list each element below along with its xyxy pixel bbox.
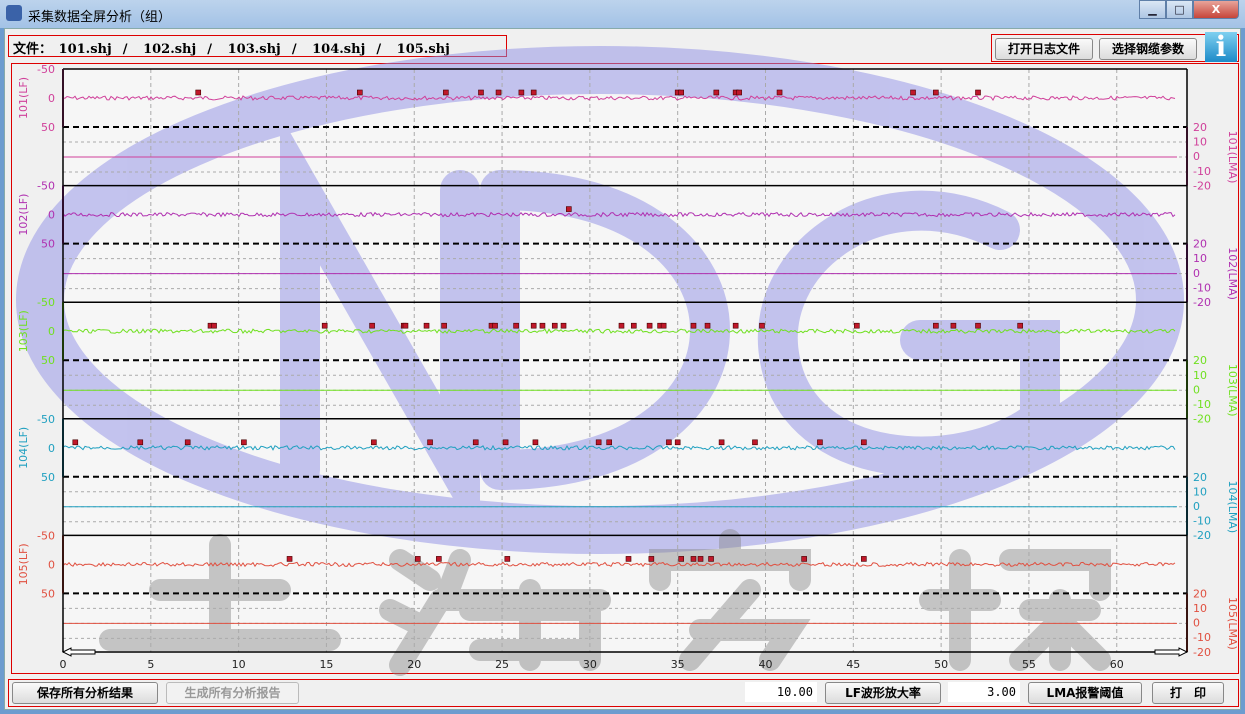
bottom-bar bbox=[8, 679, 1239, 707]
save-all-results-button[interactable]: 保存所有分析结果 bbox=[12, 682, 158, 704]
open-log-file-button[interactable]: 打开日志文件 bbox=[995, 38, 1093, 60]
generate-all-reports-button: 生成所有分析报告 bbox=[166, 682, 299, 704]
lma-threshold-input[interactable]: 3.00 bbox=[948, 682, 1020, 702]
lf-gain-input[interactable]: 10.00 bbox=[745, 682, 817, 702]
lma-threshold-button[interactable]: LMA报警阈值 bbox=[1028, 682, 1142, 704]
info-button[interactable]: i bbox=[1205, 32, 1237, 62]
close-button[interactable]: X bbox=[1193, 0, 1239, 19]
minimize-button[interactable]: ▁ bbox=[1139, 0, 1166, 19]
file-list: 文件： 101.shj / 102.shj / 103.shj / 104.sh… bbox=[8, 35, 507, 57]
separator: / bbox=[376, 42, 382, 57]
lf-gain-button[interactable]: LF波形放大率 bbox=[825, 682, 941, 704]
print-button[interactable]: 打 印 bbox=[1152, 682, 1224, 704]
file-name: 101.shj bbox=[58, 42, 112, 57]
title-bar: 采集数据全屏分析（组） ▁ □ X bbox=[0, 0, 1245, 28]
app-icon bbox=[6, 5, 22, 21]
separator: / bbox=[207, 42, 213, 57]
maximize-button[interactable]: □ bbox=[1166, 0, 1193, 19]
separator: / bbox=[122, 42, 128, 57]
window-title: 采集数据全屏分析（组） bbox=[28, 10, 172, 25]
main-panel: 文件： 101.shj / 102.shj / 103.shj / 104.sh… bbox=[4, 28, 1241, 710]
file-name: 103.shj bbox=[227, 42, 281, 57]
chart-frame bbox=[11, 63, 1239, 674]
file-name: 102.shj bbox=[143, 42, 197, 57]
select-cable-params-button[interactable]: 选择钢缆参数 bbox=[1099, 38, 1197, 60]
separator: / bbox=[291, 42, 297, 57]
file-name: 105.shj bbox=[396, 42, 450, 57]
file-label: 文件： bbox=[13, 42, 53, 57]
file-name: 104.shj bbox=[312, 42, 366, 57]
